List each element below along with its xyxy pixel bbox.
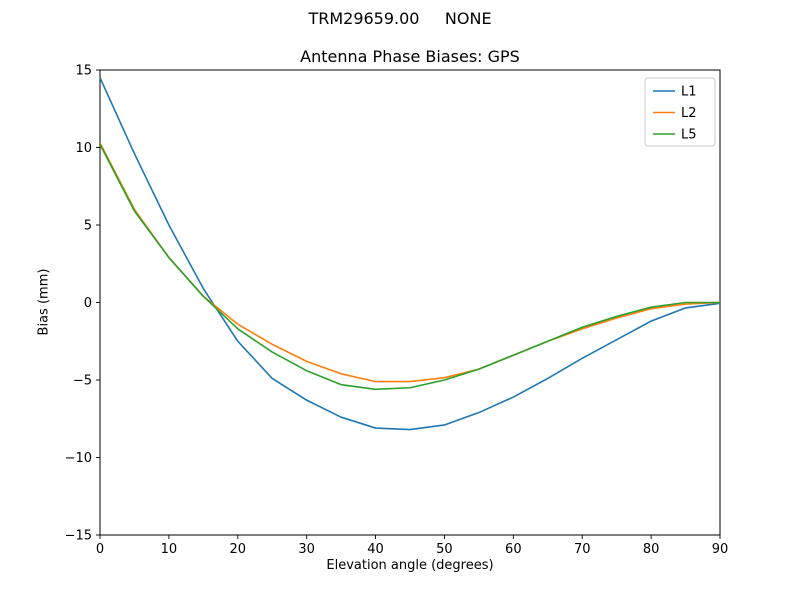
y-tick-label: −10 xyxy=(65,451,92,466)
legend-box xyxy=(644,77,716,147)
legend-label-L5: L5 xyxy=(681,128,697,143)
x-tick-label: 70 xyxy=(574,542,591,557)
x-tick-label: 80 xyxy=(643,542,660,557)
y-tick-label: 15 xyxy=(75,64,92,79)
x-tick-label: 50 xyxy=(436,542,453,557)
y-tick-label: 10 xyxy=(75,141,92,156)
axes-frame xyxy=(99,69,721,536)
legend-label-L1: L1 xyxy=(681,85,697,100)
legend-label-L2: L2 xyxy=(681,106,697,121)
series-line-L5 xyxy=(100,144,720,391)
x-tick-label: 90 xyxy=(712,542,729,557)
x-axis-label: Elevation angle (degrees) xyxy=(326,558,494,573)
x-tick-label: 20 xyxy=(230,542,247,557)
plot-title: Antenna Phase Biases: GPS xyxy=(300,47,520,66)
y-tick-label: −5 xyxy=(73,374,92,389)
x-tick-label: 30 xyxy=(298,542,315,557)
x-tick-label: 10 xyxy=(161,542,178,557)
x-tick-label: 60 xyxy=(505,542,522,557)
x-tick-label: 40 xyxy=(367,542,384,557)
figure-suptitle: TRM29659.00 NONE xyxy=(308,9,492,28)
y-tick-label: −15 xyxy=(65,529,92,544)
y-tick-label: 0 xyxy=(84,296,92,311)
y-tick-label: 5 xyxy=(84,219,92,234)
series-line-L1 xyxy=(100,77,720,431)
x-tick-label: 0 xyxy=(96,542,104,557)
